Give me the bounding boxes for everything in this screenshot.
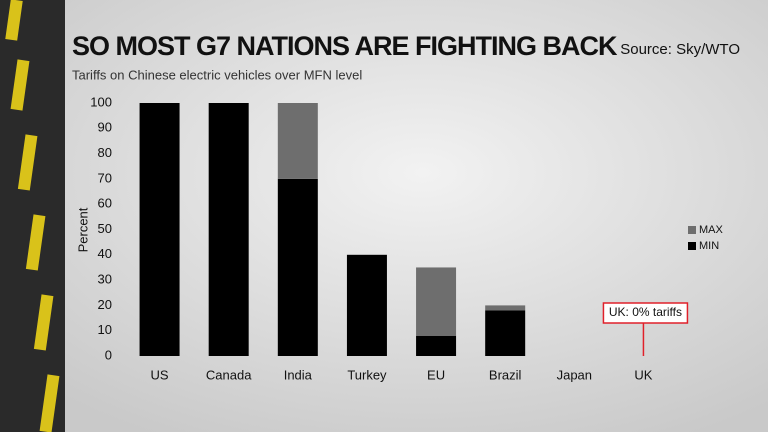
x-tick-label: Japan [557,367,592,382]
chart-title: SO MOST G7 NATIONS ARE FIGHTING BACK [72,31,618,61]
y-tick-label: 40 [98,246,112,261]
bar-segment [346,254,387,356]
legend-label: MIN [699,240,719,252]
x-tick-label: Canada [206,367,252,382]
x-tick-label: India [284,367,313,382]
y-tick-label: 100 [90,94,112,109]
x-tick-label: US [151,367,169,382]
bar-segment [416,335,457,356]
source: Source: Sky/WTO [620,41,740,58]
subtitle: Tariffs on Chinese electric vehicles ove… [72,67,362,82]
legend-swatch [688,242,696,250]
y-tick-label: 50 [98,221,112,236]
bar-segment [416,267,457,336]
annotation-text: UK: 0% tariffs [609,305,682,319]
x-tick-label: EU [427,367,445,382]
bar-segment [277,103,318,179]
road-strip [0,0,65,433]
annotation-box [602,302,689,324]
x-tick-label: UK [634,367,652,382]
bar-segment [139,103,180,356]
y-tick-label: 60 [98,196,112,211]
y-tick-label: 70 [98,170,112,185]
y-tick-label: 0 [105,347,112,362]
y-tick-label: 20 [98,297,112,312]
y-tick-label: 80 [98,145,112,160]
x-tick-label: Turkey [347,367,387,382]
bar-segment [485,310,526,356]
y-tick-label: 30 [98,272,112,287]
x-tick-label: Brazil [489,367,522,382]
y-tick-label: 10 [98,322,112,337]
y-tick-label: 90 [98,120,112,135]
bar-segment [208,103,249,356]
legend-swatch [688,226,696,234]
y-axis-label: Percent [75,207,90,252]
bar-segment [277,178,318,356]
legend-label: MAX [699,224,724,236]
bar-segment [485,305,526,311]
